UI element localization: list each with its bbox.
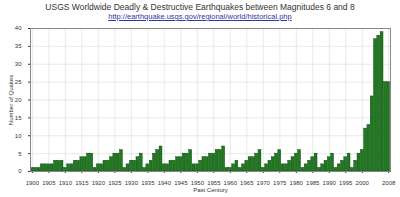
svg-text:5: 5 <box>18 151 22 157</box>
svg-text:1990: 1990 <box>323 180 337 186</box>
svg-text:1920: 1920 <box>92 180 106 186</box>
svg-text:1965: 1965 <box>240 180 254 186</box>
svg-text:1925: 1925 <box>108 180 122 186</box>
svg-text:1995: 1995 <box>339 180 353 186</box>
svg-text:1900: 1900 <box>26 180 40 186</box>
svg-text:1940: 1940 <box>158 180 172 186</box>
svg-text:Past Century: Past Century <box>193 187 228 193</box>
html-text:USGS Worldwide Deadly & Destru: USGS Worldwide Deadly & Destructive Eart… <box>45 2 355 12</box>
svg-text:1955: 1955 <box>207 180 221 186</box>
svg-text:1905: 1905 <box>42 180 56 186</box>
svg-text:Number of Quakes: Number of Quakes <box>8 75 14 125</box>
svg-text:1950: 1950 <box>191 180 205 186</box>
svg-text:20: 20 <box>15 97 22 103</box>
svg-text:2000: 2000 <box>356 180 370 186</box>
html-text:http://earthquake.usgs.gov/reg: http://earthquake.usgs.gov/regional/worl… <box>108 12 292 21</box>
svg-text:35: 35 <box>15 43 22 49</box>
svg-text:1960: 1960 <box>224 180 238 186</box>
svg-text:2008: 2008 <box>382 180 396 186</box>
svg-text:1945: 1945 <box>174 180 188 186</box>
svg-text:1975: 1975 <box>273 180 287 186</box>
svg-text:1930: 1930 <box>125 180 139 186</box>
svg-text:1910: 1910 <box>59 180 73 186</box>
svg-text:25: 25 <box>15 79 22 85</box>
svg-text:40: 40 <box>15 25 22 31</box>
svg-text:10: 10 <box>15 133 22 139</box>
svg-text:1985: 1985 <box>306 180 320 186</box>
svg-text:30: 30 <box>15 61 22 67</box>
svg-text:1970: 1970 <box>257 180 271 186</box>
svg-text:0: 0 <box>18 168 22 174</box>
svg-text:15: 15 <box>15 115 22 121</box>
svg-text:1935: 1935 <box>141 180 155 186</box>
svg-text:1915: 1915 <box>75 180 89 186</box>
svg-text:1980: 1980 <box>290 180 304 186</box>
